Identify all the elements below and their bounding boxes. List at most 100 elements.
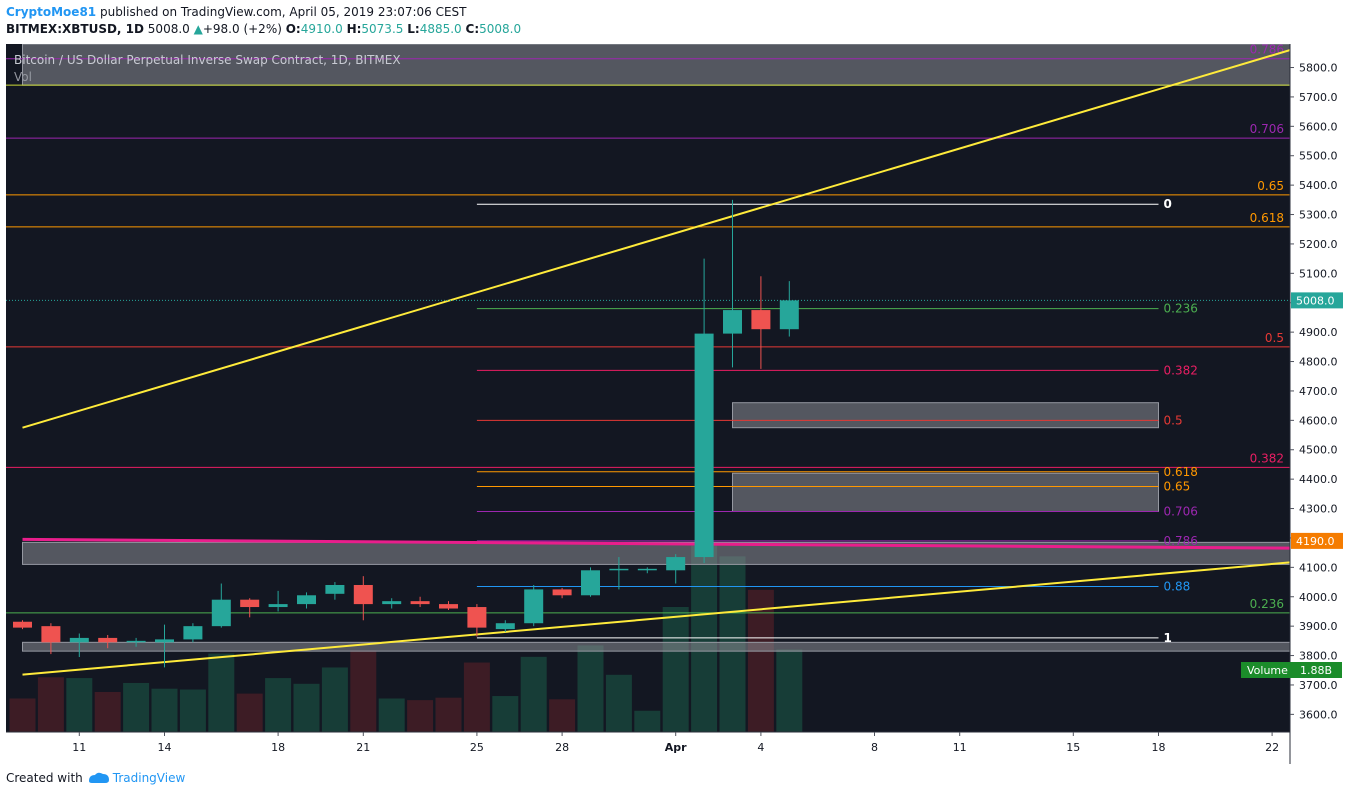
y-tick-label: 5500.0 <box>1299 150 1338 163</box>
candle-body <box>410 601 430 605</box>
candle-body <box>297 595 316 605</box>
volume-bar <box>94 691 121 732</box>
volume-value-bg <box>1290 662 1342 678</box>
low-label: L: <box>407 22 420 36</box>
volume-bar <box>321 667 348 732</box>
y-tick-label: 5200.0 <box>1299 238 1338 251</box>
volume-bar <box>37 677 64 732</box>
candle-body <box>353 584 373 605</box>
open-value: 4910.0 <box>300 22 343 36</box>
y-tick-label: 5800.0 <box>1299 62 1338 75</box>
volume-bar <box>662 606 689 732</box>
x-tick-label: 18 <box>1152 741 1166 754</box>
candle-body <box>666 557 686 571</box>
x-tick-label: 11 <box>72 741 86 754</box>
x-tick-label: 11 <box>953 741 967 754</box>
y-tick-label: 4900.0 <box>1299 326 1338 339</box>
last-price-badge: 5008.0 <box>1296 294 1335 307</box>
chart-title: Bitcoin / US Dollar Perpetual Inverse Sw… <box>14 53 401 67</box>
candle-body <box>552 589 572 596</box>
volume-bar <box>549 699 576 732</box>
x-tick-label: 18 <box>271 741 285 754</box>
tradingview-logo-icon <box>88 772 109 783</box>
x-tick-label: 4 <box>757 741 764 754</box>
y-tick-label: 5700.0 <box>1299 91 1338 104</box>
volume-bar <box>350 650 377 732</box>
horizontal-level-label: 0.618 <box>1250 211 1284 225</box>
fib-level-label: 0.786 <box>1164 534 1198 548</box>
candle-body <box>69 637 89 643</box>
price-chart[interactable]: 0.7860.7060.650.6180.50.3820.23600.2360.… <box>0 40 1348 764</box>
price-zone <box>22 641 1290 652</box>
candle-body <box>13 621 32 628</box>
x-tick-label: 25 <box>470 741 484 754</box>
price-zone <box>732 472 1159 512</box>
volume-bar <box>123 682 150 732</box>
volume-badge: Volume 1.88B <box>1241 662 1342 678</box>
volume-bar <box>776 649 803 732</box>
volume-bar <box>435 697 462 732</box>
trendline <box>22 561 1290 676</box>
y-tick-label: 5100.0 <box>1299 267 1338 280</box>
candle-body <box>723 310 742 334</box>
candle-body <box>694 333 714 558</box>
candle-body <box>155 639 174 643</box>
volume-badge-bg <box>1241 662 1290 678</box>
author-name[interactable]: CryptoMoe81 <box>6 5 97 19</box>
candle-body <box>779 300 799 330</box>
low-value: 4885.0 <box>419 22 462 36</box>
up-arrow-icon: ▲ <box>193 22 203 36</box>
volume-bar <box>378 698 405 732</box>
candle-body <box>268 604 288 608</box>
y-tick-label: 4500.0 <box>1299 444 1338 457</box>
open-label: O: <box>285 22 301 36</box>
candle-body <box>439 604 458 609</box>
symbol-label: BITMEX:XBTUSD, 1D <box>6 22 144 36</box>
candle-body <box>382 601 402 605</box>
x-tick-label: 8 <box>871 741 878 754</box>
candle-body <box>495 623 515 630</box>
x-tick-label: 22 <box>1265 741 1279 754</box>
footer: Created with TradingView <box>6 771 185 785</box>
candle-body <box>467 607 487 628</box>
y-tick-label: 4600.0 <box>1299 414 1338 427</box>
volume-bar <box>151 688 178 732</box>
trendline <box>22 537 1290 550</box>
x-tick-label: 14 <box>158 741 172 754</box>
y-tick-label: 3800.0 <box>1299 650 1338 663</box>
y-tick-label: 5300.0 <box>1299 209 1338 222</box>
volume-bar <box>520 656 547 732</box>
tradingview-brand[interactable]: TradingView <box>112 771 186 785</box>
price-zone <box>732 402 1159 429</box>
volume-bar <box>179 689 206 732</box>
candle-body <box>751 310 771 330</box>
y-tick-label: 4300.0 <box>1299 503 1338 516</box>
fib-level-label: 0 <box>1164 197 1172 211</box>
y-tick-label: 4800.0 <box>1299 356 1338 369</box>
horizontal-level-label: 0.786 <box>1250 43 1284 57</box>
y-tick-label: 4400.0 <box>1299 473 1338 486</box>
y-tick-label: 5400.0 <box>1299 179 1338 192</box>
candle-body <box>325 584 345 594</box>
fib-level-label: 0.382 <box>1164 363 1198 377</box>
volume-bar <box>605 674 632 732</box>
fib-level-label: 0.65 <box>1164 479 1191 493</box>
volume-bar <box>577 645 604 732</box>
price-marker-badge: 4190.0 <box>1296 535 1335 548</box>
y-tick-label: 4700.0 <box>1299 385 1338 398</box>
x-tick-label: 21 <box>356 741 370 754</box>
volume-sub-label: Vol <box>14 70 32 84</box>
candle-body <box>41 626 61 643</box>
close-label: C: <box>465 22 480 36</box>
ohlc-bar: BITMEX:XBTUSD, 1D 5008.0 ▲+98.0 (+2%) O:… <box>6 22 521 36</box>
high-value: 5073.5 <box>361 22 404 36</box>
horizontal-level-label: 0.236 <box>1250 597 1284 611</box>
y-tick-label: 5600.0 <box>1299 120 1338 133</box>
candle-body <box>211 599 231 627</box>
close-value: 5008.0 <box>479 22 522 36</box>
last-price-badge-bg <box>1291 292 1343 309</box>
volume-badge-value: 1.88B <box>1300 664 1332 677</box>
candle-body <box>581 570 600 596</box>
price-marker-badge-bg <box>1291 532 1343 549</box>
fib-level-label: 1 <box>1164 631 1172 645</box>
